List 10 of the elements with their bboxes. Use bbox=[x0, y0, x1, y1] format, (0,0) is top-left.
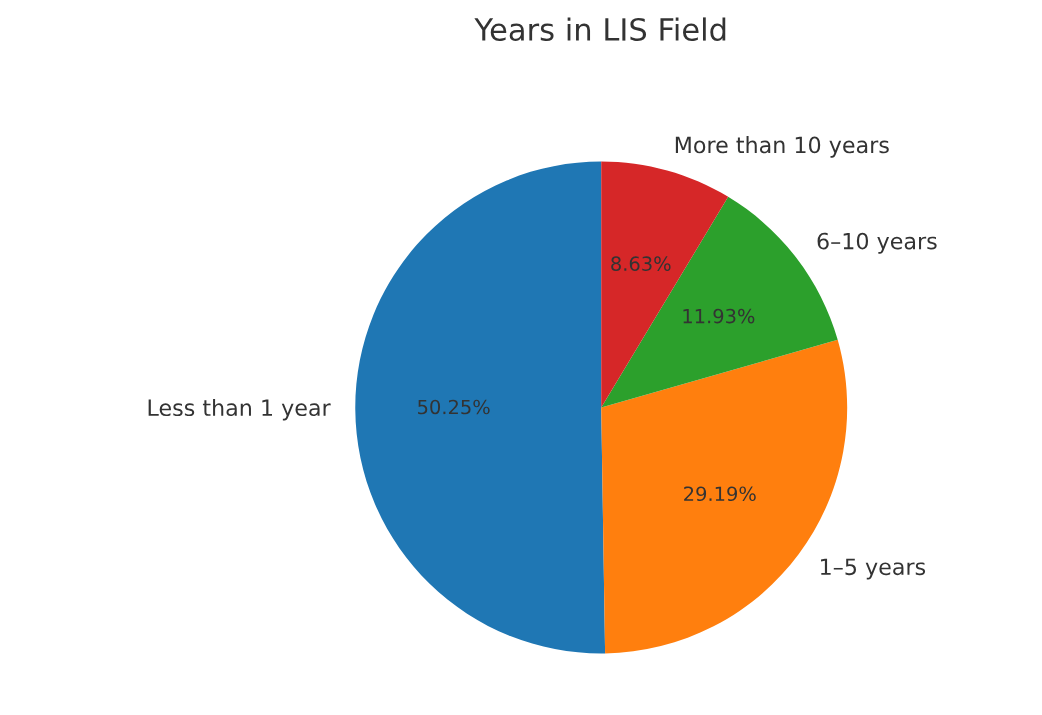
slice-label: 1–5 years bbox=[821, 558, 926, 580]
data-label: 29.19% bbox=[684, 486, 756, 502]
slice-label: Less than 1 year bbox=[148, 398, 331, 421]
data-label: 11.93% bbox=[683, 308, 755, 324]
pie-slice bbox=[355, 161, 606, 654]
slice-label: More than 10 years bbox=[675, 136, 889, 158]
slice-label: 6–10 years bbox=[817, 232, 937, 254]
chart-title: Years in LIS Field bbox=[474, 17, 726, 42]
data-label: 50.25% bbox=[418, 399, 490, 415]
data-label: 8.63% bbox=[611, 256, 671, 272]
